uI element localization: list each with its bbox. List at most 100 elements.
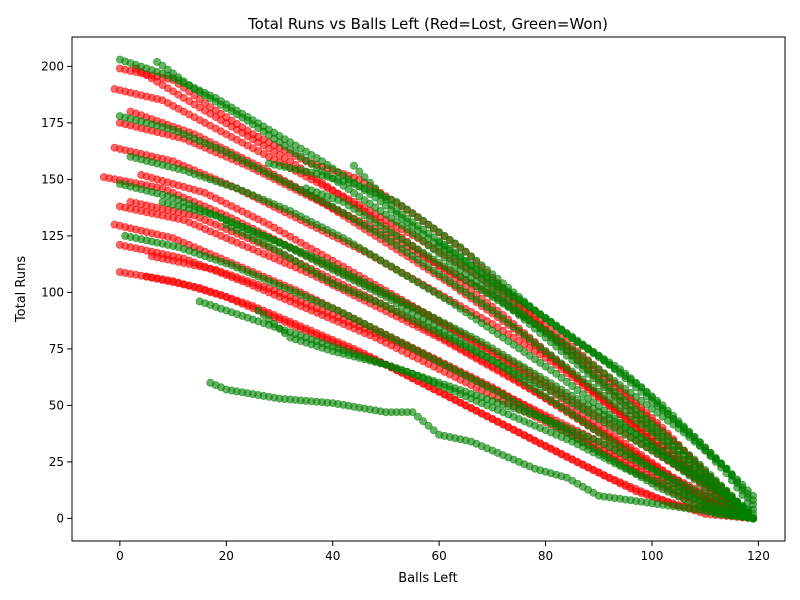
data-point [536, 358, 545, 367]
data-point [663, 442, 672, 451]
y-axis-ticks: 0 25 50 75 100 125 150 175 200 [41, 59, 72, 525]
data-point [632, 416, 641, 425]
data-point [541, 347, 550, 356]
data-point [711, 454, 720, 463]
data-point [632, 392, 641, 401]
data-point [408, 229, 417, 238]
data-point [568, 356, 577, 365]
data-point [435, 228, 444, 237]
data-point [435, 249, 444, 258]
data-point [424, 421, 433, 430]
data-point [562, 351, 571, 360]
data-point [472, 264, 481, 273]
data-point [360, 173, 369, 182]
data-point [456, 253, 465, 262]
data-point [493, 280, 502, 289]
data-point [482, 272, 491, 281]
data-point [568, 332, 577, 341]
data-point [584, 379, 593, 388]
data-point [557, 325, 566, 334]
x-tick-label: 80 [538, 549, 553, 563]
data-point [419, 216, 428, 225]
data-point [557, 337, 566, 346]
data-point [546, 338, 555, 347]
data-point [525, 334, 534, 343]
data-point [653, 401, 662, 410]
data-point [600, 356, 609, 365]
data-point [429, 233, 438, 242]
data-point [637, 387, 646, 396]
data-point [536, 343, 545, 352]
data-point [259, 310, 268, 319]
data-point [573, 360, 582, 369]
x-axis-label: Balls Left [398, 571, 457, 586]
data-point [440, 253, 449, 262]
data-point [679, 423, 688, 432]
data-point [179, 77, 188, 86]
data-point [435, 238, 444, 247]
data-point [429, 245, 438, 254]
data-point [381, 210, 390, 219]
y-tick-label: 50 [49, 398, 64, 412]
data-point [461, 247, 470, 256]
data-point [605, 373, 614, 382]
data-point [578, 390, 587, 399]
y-tick-label: 25 [49, 455, 64, 469]
x-tick-label: 0 [116, 549, 124, 563]
data-point [642, 400, 651, 409]
data-point [461, 288, 470, 297]
data-point [637, 420, 646, 429]
data-point [605, 395, 614, 404]
data-point [610, 399, 619, 408]
data-point [536, 310, 545, 319]
data-point [504, 287, 513, 296]
data-point [690, 469, 699, 478]
data-point [621, 374, 630, 383]
data-point [413, 412, 422, 421]
data-point [626, 388, 635, 397]
data-point [477, 268, 486, 277]
data-point [520, 298, 529, 307]
data-point [589, 383, 598, 392]
data-point [461, 308, 470, 317]
data-point [365, 178, 374, 187]
data-point [419, 237, 428, 246]
data-point [594, 378, 603, 387]
x-tick-label: 120 [747, 549, 770, 563]
data-point [685, 428, 694, 437]
data-point [413, 233, 422, 242]
data-point [573, 371, 582, 380]
y-tick-label: 0 [56, 511, 64, 525]
data-point [445, 257, 454, 266]
data-point [600, 391, 609, 400]
data-point [557, 347, 566, 356]
data-point [626, 378, 635, 387]
data-point [429, 426, 438, 435]
data-point [461, 257, 470, 266]
data-point [445, 246, 454, 255]
data-point [584, 369, 593, 378]
x-tick-label: 60 [432, 549, 447, 563]
data-point [408, 408, 417, 417]
plot-frame [71, 36, 786, 542]
data-point [743, 505, 752, 514]
y-tick-label: 100 [41, 285, 64, 299]
data-point [658, 405, 667, 414]
data-point [637, 432, 646, 441]
data-point [552, 355, 561, 364]
data-point [408, 218, 417, 227]
data-point [254, 123, 263, 132]
data-point [589, 361, 598, 370]
data-point [541, 313, 550, 322]
data-point [153, 57, 162, 66]
data-point [562, 329, 571, 338]
data-point [392, 206, 401, 215]
data-point [642, 424, 651, 433]
data-point [674, 419, 683, 428]
data-point [642, 392, 651, 401]
data-point [557, 359, 566, 368]
data-point [701, 443, 710, 452]
data-point [530, 338, 539, 347]
data-point [552, 342, 561, 351]
